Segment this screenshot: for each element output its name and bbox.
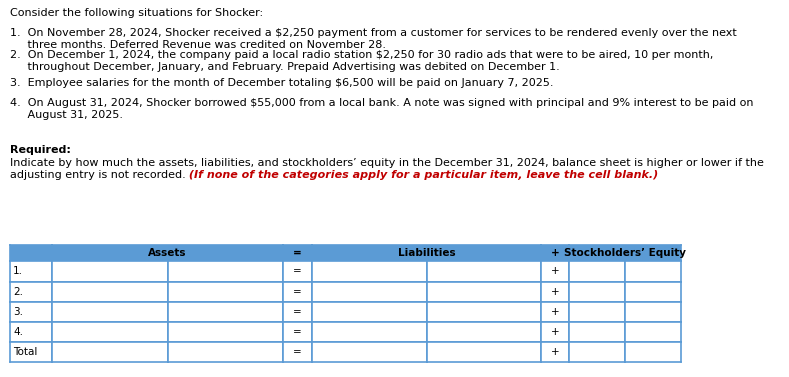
Text: 4.: 4. bbox=[13, 327, 23, 337]
Text: =: = bbox=[294, 287, 302, 297]
Text: Consider the following situations for Shocker:: Consider the following situations for Sh… bbox=[10, 8, 263, 18]
Text: adjusting entry is not recorded.: adjusting entry is not recorded. bbox=[10, 170, 185, 180]
Text: Stockholders’ Equity: Stockholders’ Equity bbox=[564, 248, 686, 258]
Text: Total: Total bbox=[13, 347, 37, 357]
Text: 2.  On December 1, 2024, the company paid a local radio station $2,250 for 30 ra: 2. On December 1, 2024, the company paid… bbox=[10, 50, 713, 72]
Text: =: = bbox=[294, 347, 302, 357]
Text: =: = bbox=[294, 248, 302, 258]
Text: 4.  On August 31, 2024, Shocker borrowed $55,000 from a local bank. A note was s: 4. On August 31, 2024, Shocker borrowed … bbox=[10, 98, 753, 120]
Text: Assets: Assets bbox=[148, 248, 187, 258]
Text: 3.: 3. bbox=[13, 307, 23, 317]
Text: +: + bbox=[551, 248, 559, 258]
Text: 1.: 1. bbox=[13, 267, 23, 276]
Text: Liabilities: Liabilities bbox=[398, 248, 455, 258]
Text: +: + bbox=[551, 327, 559, 337]
Text: +: + bbox=[551, 307, 559, 317]
Text: =: = bbox=[294, 307, 302, 317]
Text: +: + bbox=[551, 267, 559, 276]
Text: (If none of the categories apply for a particular item, leave the cell blank.): (If none of the categories apply for a p… bbox=[185, 170, 658, 180]
Text: Required:: Required: bbox=[10, 145, 71, 155]
Text: Indicate by how much the assets, liabilities, and stockholders’ equity in the De: Indicate by how much the assets, liabili… bbox=[10, 158, 764, 168]
Text: =: = bbox=[294, 267, 302, 276]
Text: 3.  Employee salaries for the month of December totaling $6,500 will be paid on : 3. Employee salaries for the month of De… bbox=[10, 78, 554, 88]
Text: +: + bbox=[551, 347, 559, 357]
Text: =: = bbox=[294, 327, 302, 337]
Text: 1.  On November 28, 2024, Shocker received a $2,250 payment from a customer for : 1. On November 28, 2024, Shocker receive… bbox=[10, 28, 737, 51]
Text: 2.: 2. bbox=[13, 287, 23, 297]
Text: +: + bbox=[551, 287, 559, 297]
